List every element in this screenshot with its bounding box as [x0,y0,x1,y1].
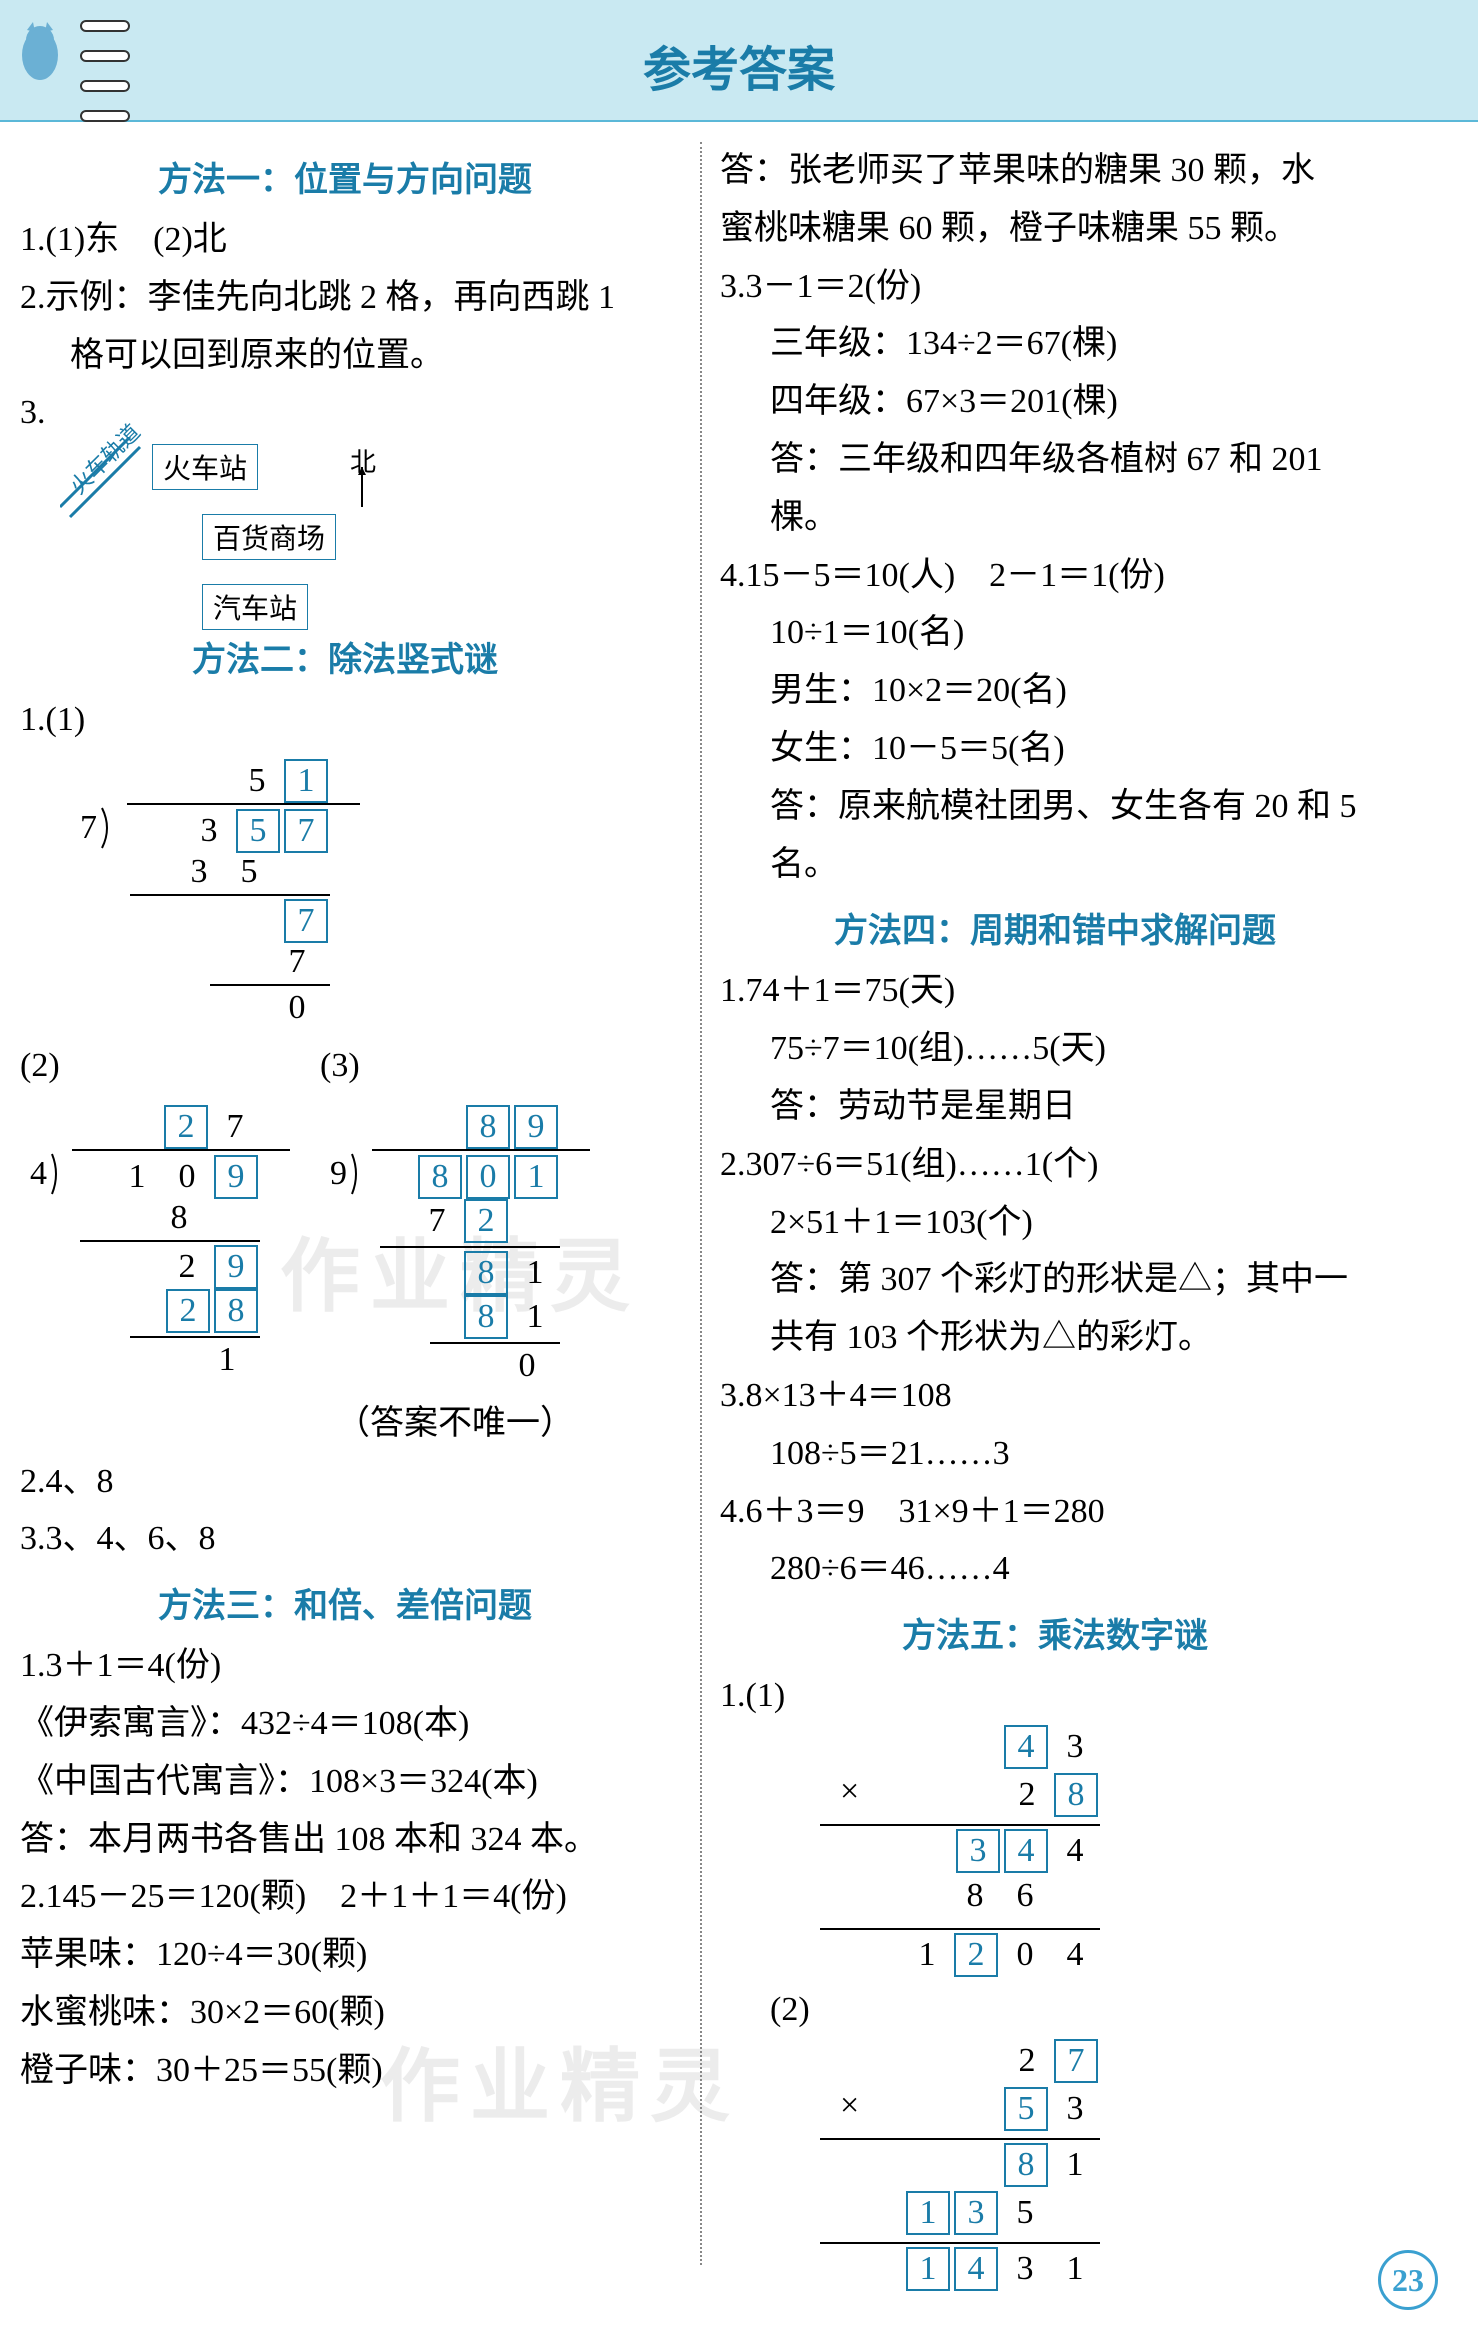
mall-box: 百货商场 [202,514,336,560]
m5-p1: 1.(1) [720,1677,785,1714]
m3-l7: 水蜜桃味：30×2＝60(颗) [20,1984,670,2042]
page-header: 参考答案 [0,0,1478,122]
m3-l5: 2.145－25＝120(颗) 2＋1＋1＝4(份) [20,1868,670,1926]
m4-l4: 2.307÷6＝51(组)……1(个) [720,1136,1390,1194]
m4-l6: 答：第 307 个彩灯的形状是△；其中一 [720,1251,1390,1309]
m1-q3-label: 3. [20,394,46,431]
cat-icon [15,20,65,90]
m3-l8: 橙子味：30＋25＝55(颗) [20,2042,670,2100]
mult-box: 4 [1004,1829,1048,1873]
m2-q3: 3.3、4、6、8 [20,1510,670,1568]
right-column: 答：张老师买了苹果味的糖果 30 颗，水 蜜桃味糖果 60 颗，橙子味糖果 55… [690,142,1390,2295]
div-box: 1 [514,1155,558,1199]
divisor: 9 [330,1155,347,1193]
div-box: 9 [214,1155,258,1199]
m4-l1: 1.74＋1＝75(天) [720,962,1390,1020]
page-title: 参考答案 [0,30,1478,100]
mult-box: 8 [1004,2143,1048,2187]
m4-l10: 4.6＋3＝9 31×9＋1＝280 [720,1483,1390,1541]
column-divider [700,142,702,2265]
direction-diagram: 火车轨道 火车站 北 百货商场 汽车站 [50,442,670,622]
mult-box: 3 [956,1829,1000,1873]
divisor: 7 [80,809,97,847]
rt-l10: 女生：10－5＝5(名) [720,720,1390,778]
method3-title: 方法三：和倍、差倍问题 [20,1578,670,1627]
div-box: 9 [514,1105,558,1149]
m1-q2b: 格可以回到原来的位置。 [20,327,670,385]
rt-l11: 答：原来航模社团男、女生各有 20 和 5 名。 [720,778,1390,894]
div-box: 8 [464,1251,508,1295]
m1-q1: 1.(1)东 (2)北 [20,211,670,269]
div-box: 8 [214,1289,258,1333]
div-box: 8 [464,1295,508,1339]
m3-l6: 苹果味：120÷4＝30(颗) [20,1926,670,1984]
rt-l7: 4.15－5＝10(人) 2－1＝1(份) [720,547,1390,605]
m4-l3: 答：劳动节是星期日 [720,1078,1390,1136]
m2-q2: 2.4、8 [20,1453,670,1511]
mult-box: 3 [954,2191,998,2235]
div-box: 2 [164,1105,208,1149]
m2-note: （答案不唯一） [320,1395,590,1453]
rt-l4: 三年级：134÷2＝67(棵) [720,315,1390,373]
mult-box: 4 [954,2247,998,2291]
mult-box: 1 [906,2191,950,2235]
m5-p2: (2) [720,1991,810,2028]
div-box: 8 [418,1155,462,1199]
div-box: 5 [236,809,280,853]
division-3: 89 9 801 72 81 81 0 [330,1105,590,1385]
m4-l8: 3.8×13＋4＝108 [720,1367,1390,1425]
m1-q2a: 2.示例：李佳先向北跳 2 格，再向西跳 1 [20,269,670,327]
method5-title: 方法五：乘法数字谜 [720,1608,1390,1657]
m4-l11: 280÷6＝46……4 [720,1540,1390,1598]
m4-l5: 2×51＋1＝103(个) [720,1194,1390,1252]
div-box: 9 [214,1245,258,1289]
m3-l4: 答：本月两书各售出 108 本和 324 本。 [20,1811,670,1869]
division-2: 27 4 109 8 29 28 1 [30,1105,290,1379]
mult-2: 27 ×53 81 135 1431 [780,2039,1100,2295]
m3-l2: 《伊索寓言》：432÷4＝108(本) [20,1695,670,1753]
m2-p1-label: 1.(1) [20,701,85,738]
rt-l1: 答：张老师买了苹果味的糖果 30 颗，水 [720,142,1390,200]
m3-l1: 1.3＋1＝4(份) [20,1637,670,1695]
rt-l9: 男生：10×2＝20(名) [720,662,1390,720]
left-column: 方法一：位置与方向问题 1.(1)东 (2)北 2.示例：李佳先向北跳 2 格，… [20,142,690,2295]
method2-title: 方法二：除法竖式谜 [20,632,670,681]
m4-l7: 共有 103 个形状为△的彩灯。 [720,1309,1390,1367]
mult-box: 2 [954,1933,998,1977]
train-station-box: 火车站 [152,444,258,490]
page-number: 23 [1378,2250,1438,2310]
division-1: 51 7 357 35 7 7 0 [80,759,360,1027]
div-box: 2 [464,1199,508,1243]
rt-l3: 3.3－1＝2(份) [720,258,1390,316]
m2-p2-label: (2) [20,1047,60,1084]
method4-title: 方法四：周期和错中求解问题 [720,903,1390,952]
div-box: 1 [284,759,328,803]
mult-box: 4 [1004,1725,1048,1769]
div-box: 7 [284,899,328,943]
rt-l8: 10÷1＝10(名) [720,604,1390,662]
mult-box: 5 [1004,2087,1048,2131]
m3-l3: 《中国古代寓言》：108×3＝324(本) [20,1753,670,1811]
bus-station-box: 汽车站 [202,584,308,630]
content-area: 作业精灵 作业精灵 方法一：位置与方向问题 1.(1)东 (2)北 2.示例：李… [0,122,1478,2325]
div-box: 0 [466,1155,510,1199]
method1-title: 方法一：位置与方向问题 [20,152,670,201]
m4-l9: 108÷5＝21……3 [720,1425,1390,1483]
div-box: 2 [166,1289,210,1333]
rt-l2: 蜜桃味糖果 60 颗，橙子味糖果 55 颗。 [720,200,1390,258]
mult-box: 1 [906,2247,950,2291]
div-box: 7 [284,809,328,853]
rt-l5: 四年级：67×3＝201(棵) [720,373,1390,431]
rt-l6: 答：三年级和四年级各植树 67 和 201 棵。 [720,431,1390,547]
mult-box: 8 [1054,1773,1098,1817]
m2-p3-label: (3) [320,1047,360,1084]
divisor: 4 [30,1155,47,1193]
mult-1: 43 ×28 344 86 1204 [780,1725,1100,1981]
div-box: 8 [466,1105,510,1149]
m4-l2: 75÷7＝10(组)……5(天) [720,1020,1390,1078]
mult-box: 7 [1054,2039,1098,2083]
